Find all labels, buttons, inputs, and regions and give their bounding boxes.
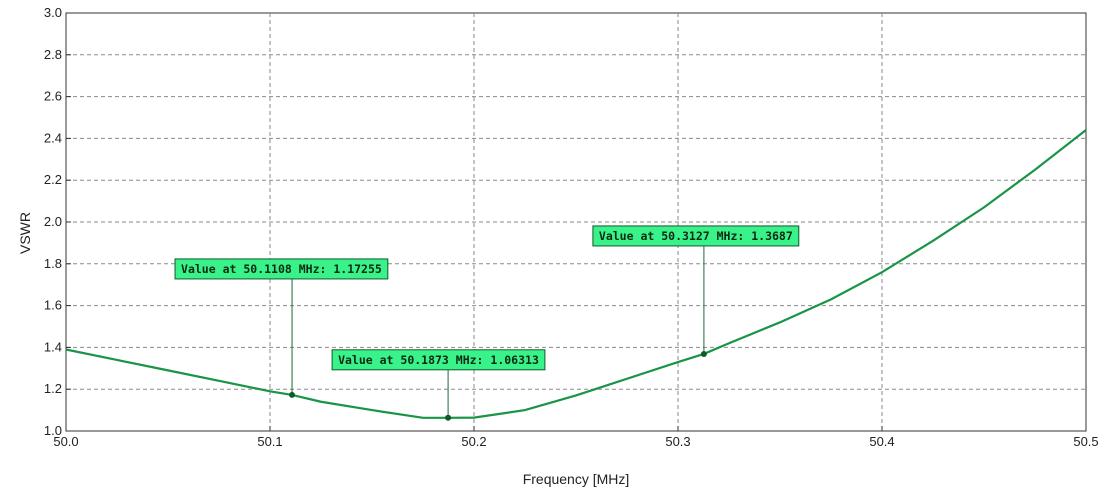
x-tick-label: 50.2 [461,434,486,449]
annotation-marker [289,391,296,398]
y-tick-label: 3.0 [44,5,62,20]
annotation-text: Value at 50.1873 MHz: 1.06313 [338,353,539,367]
annotations: Value at 50.1108 MHz: 1.17255 Value at 50… [174,225,800,421]
annotation-callout: Value at 50.3127 MHz: 1.3687 [592,225,800,357]
y-tick-label: 2.6 [44,89,62,104]
y-tick-label: 2.4 [44,130,62,145]
y-tick-label: 1.8 [44,256,62,271]
x-axis-label: Frequency [MHz] [523,471,630,487]
x-tick-label: 50.4 [869,434,894,449]
annotation-callout: Value at 50.1108 MHz: 1.17255 [174,258,389,398]
y-tick-label: 2.0 [44,214,62,229]
tick-labels: 50.0 50.1 50.2 50.3 50.4 50.5 1.0 1.2 1.4 1.6 1.8 2… [44,5,1099,449]
y-tick-label: 1.0 [44,423,62,438]
annotation-callout: Value at 50.1873 MHz: 1.06313 [331,349,546,421]
x-tick-label: 50.1 [257,434,282,449]
x-tick-label: 50.0 [53,434,78,449]
x-tick-label: 50.5 [1073,434,1098,449]
y-tick-label: 2.8 [44,47,62,62]
y-tick-label: 1.4 [44,339,62,354]
plot-area [65,12,1087,432]
annotation-text: Value at 50.3127 MHz: 1.3687 [599,229,793,243]
y-axis-label: VSWR [17,212,33,254]
y-tick-label: 2.2 [44,172,62,187]
annotation-box [592,225,800,247]
y-tick-label: 1.6 [44,298,62,313]
annotation-marker [445,414,452,421]
x-tick-label: 50.3 [665,434,690,449]
vswr-series-line [65,129,1087,419]
y-tick-label: 1.2 [44,381,62,396]
annotation-box [331,349,546,371]
annotation-text: Value at 50.1108 MHz: 1.17255 [181,262,382,276]
annotation-marker [700,350,707,357]
annotation-box [174,258,389,280]
